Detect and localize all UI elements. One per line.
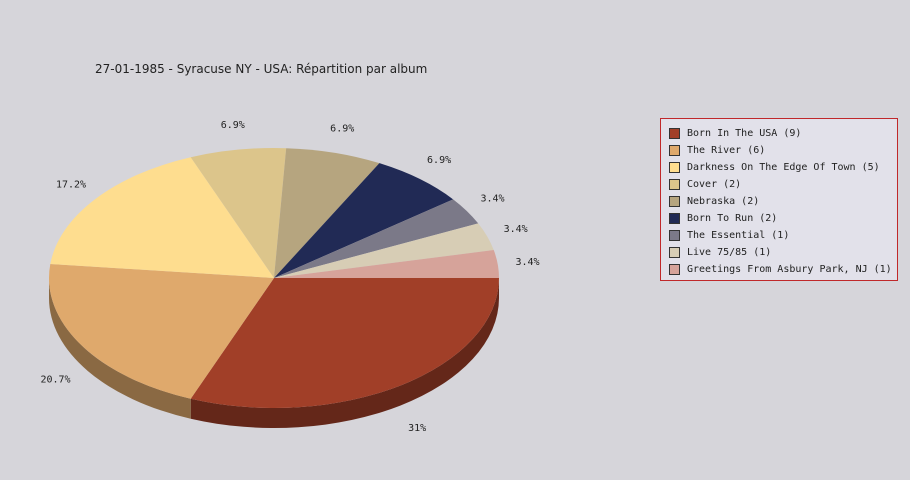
legend-label: The River (6) bbox=[687, 145, 766, 156]
pie-slice bbox=[274, 148, 380, 278]
pie-slice bbox=[274, 199, 479, 278]
pie-slice bbox=[274, 163, 454, 278]
legend-swatch bbox=[669, 264, 680, 275]
slice-percent-label: 20.7% bbox=[40, 374, 70, 385]
legend-label: The Essential (1) bbox=[687, 230, 790, 241]
legend-swatch bbox=[669, 196, 680, 207]
legend-swatch bbox=[669, 247, 680, 258]
legend-swatch bbox=[669, 179, 680, 190]
slice-percent-label: 3.4% bbox=[480, 194, 504, 205]
slice-percent-label: 3.4% bbox=[504, 224, 528, 235]
legend-swatch bbox=[669, 213, 680, 224]
legend-label: Cover (2) bbox=[687, 179, 742, 190]
slice-percent-label: 6.9% bbox=[330, 124, 354, 135]
pie-slice bbox=[49, 263, 275, 399]
legend-item: Nebraska (2) bbox=[669, 193, 897, 210]
pie-slice-side bbox=[48, 278, 191, 419]
legend-item: Greetings From Asbury Park, NJ (1) bbox=[669, 261, 897, 278]
slice-percent-label: 17.2% bbox=[56, 180, 86, 191]
pie-slice bbox=[190, 278, 499, 408]
legend-label: Nebraska (2) bbox=[687, 196, 760, 207]
legend-item: The Essential (1) bbox=[669, 227, 897, 244]
legend-label: Live 75/85 (1) bbox=[687, 247, 772, 258]
legend-label: Darkness On The Edge Of Town (5) bbox=[687, 162, 880, 173]
pie-slice bbox=[274, 223, 494, 278]
legend-item: Darkness On The Edge Of Town (5) bbox=[669, 159, 897, 176]
legend-item: The River (6) bbox=[669, 142, 897, 159]
legend-label: Greetings From Asbury Park, NJ (1) bbox=[687, 264, 892, 275]
legend: Born In The USA (9) The River (6) Darkness… bbox=[660, 118, 898, 281]
legend-item: Live 75/85 (1) bbox=[669, 244, 897, 261]
legend-item: Cover (2) bbox=[669, 176, 897, 193]
pie-slice bbox=[190, 148, 287, 278]
legend-label: Born In The USA (9) bbox=[687, 128, 802, 139]
legend-swatch bbox=[669, 230, 680, 241]
legend-swatch bbox=[669, 128, 680, 139]
pie-slice-side bbox=[190, 278, 499, 428]
legend-swatch bbox=[669, 145, 680, 156]
legend-item: Born In The USA (9) bbox=[669, 125, 897, 142]
pie-slice bbox=[50, 157, 275, 278]
legend-swatch bbox=[669, 162, 680, 173]
pie-slice bbox=[274, 250, 499, 278]
slice-percent-label: 6.9% bbox=[221, 120, 245, 131]
slice-percent-label: 31% bbox=[408, 423, 426, 434]
slice-percent-label: 6.9% bbox=[427, 155, 451, 166]
slice-percent-label: 3.4% bbox=[515, 257, 539, 268]
legend-item: Born To Run (2) bbox=[669, 210, 897, 227]
chart-title: 27-01-1985 - Syracuse NY - USA: Répartit… bbox=[95, 62, 428, 76]
legend-label: Born To Run (2) bbox=[687, 213, 778, 224]
